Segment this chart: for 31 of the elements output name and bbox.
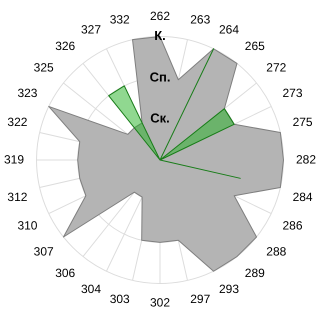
spoke-label: 326 [55,38,76,53]
spoke-label: 273 [282,86,303,100]
spoke-label: 265 [244,38,266,53]
spoke-label: 303 [110,292,130,306]
spoke-label: 319 [4,152,24,166]
spoke-label: 302 [150,295,170,310]
spoke-label: 327 [80,22,102,37]
spoke-label: 322 [7,114,28,129]
spoke-label: 312 [7,190,28,204]
spoke-label: 323 [17,86,38,100]
spoke-label: 304 [80,282,102,296]
spoke-label: 332 [110,12,130,27]
spoke-label: 306 [55,266,76,280]
spoke-label: 310 [17,218,38,233]
spoke-label: 325 [34,60,54,74]
y-tick-label: Ск. [150,110,170,126]
spoke-label: 262 [150,9,170,24]
spoke-label: 297 [190,292,211,306]
y-tick-label: К. [154,28,166,44]
y-tick-label: Сп. [150,69,170,84]
spoke-label: 263 [190,12,211,27]
spoke-label: 288 [266,244,287,258]
spoke-label: 284 [292,190,313,204]
spoke-label: 264 [219,22,240,37]
spoke-label: 293 [219,282,240,296]
spoke-label: 272 [266,60,287,74]
spoke-label: 275 [292,114,313,129]
spoke-label: 307 [34,244,54,258]
spoke-label: 282 [296,152,316,166]
spoke-label: 289 [244,266,266,280]
spoke-label: 286 [282,218,303,233]
